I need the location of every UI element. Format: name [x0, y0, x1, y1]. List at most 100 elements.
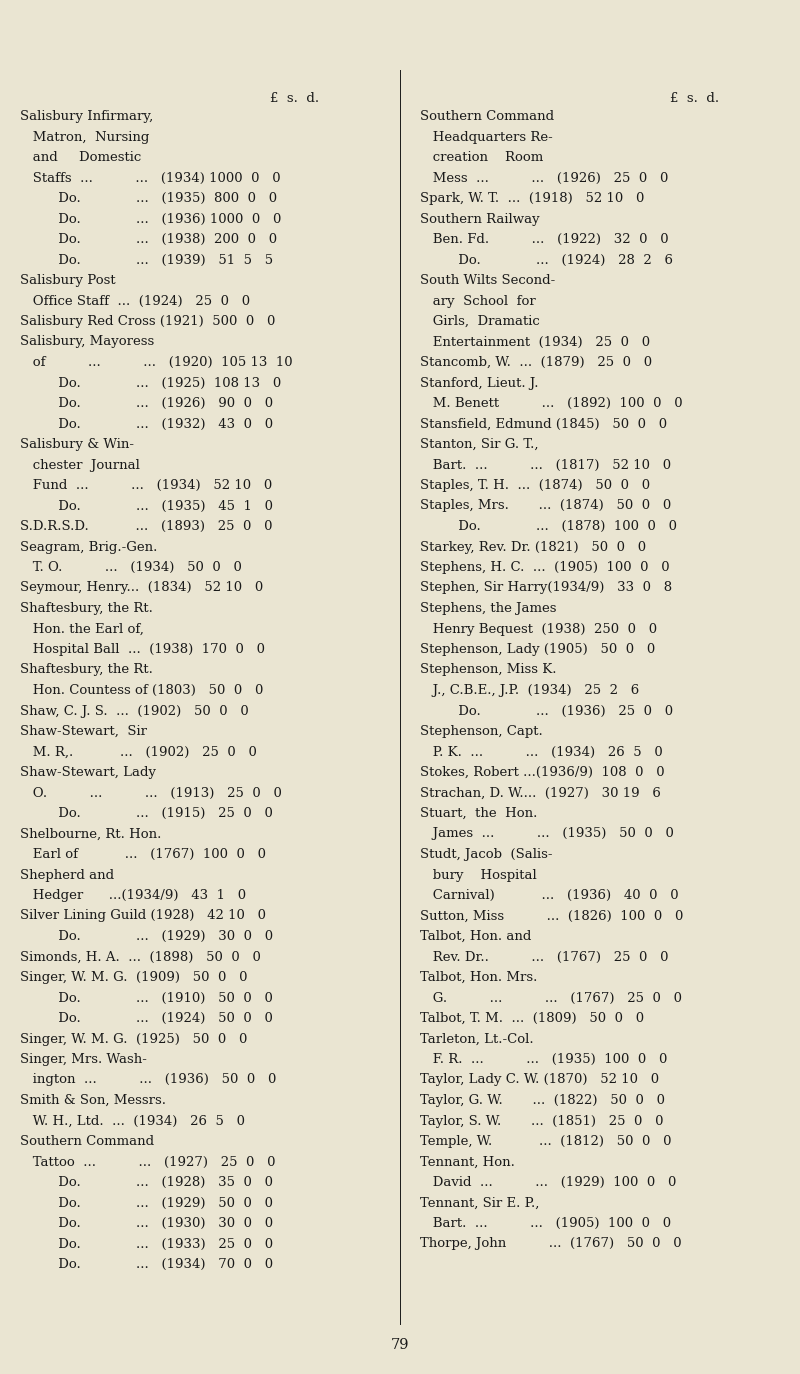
- Text: Shaw, C. J. S.  ...  (1902)   50  0   0: Shaw, C. J. S. ... (1902) 50 0 0: [20, 705, 249, 717]
- Text: T. O.          ...   (1934)   50  0   0: T. O. ... (1934) 50 0 0: [20, 561, 242, 574]
- Text: Talbot, T. M.  ...  (1809)   50  0   0: Talbot, T. M. ... (1809) 50 0 0: [420, 1013, 644, 1025]
- Text: Do.             ...   (1926)   90  0   0: Do. ... (1926) 90 0 0: [20, 397, 273, 409]
- Text: Temple, W.           ...  (1812)   50  0   0: Temple, W. ... (1812) 50 0 0: [420, 1135, 671, 1149]
- Text: Salisbury Post: Salisbury Post: [20, 273, 116, 287]
- Text: Seagram, Brig.-Gen.: Seagram, Brig.-Gen.: [20, 540, 158, 554]
- Text: Do.             ...   (1936)   25  0   0: Do. ... (1936) 25 0 0: [420, 705, 673, 717]
- Text: Fund  ...          ...   (1934)   52 10   0: Fund ... ... (1934) 52 10 0: [20, 480, 272, 492]
- Text: Stokes, Robert ...(1936/9)  108  0   0: Stokes, Robert ...(1936/9) 108 0 0: [420, 765, 665, 779]
- Text: Do.             ...   (1932)   43  0   0: Do. ... (1932) 43 0 0: [20, 418, 273, 430]
- Text: Southern Railway: Southern Railway: [420, 213, 540, 225]
- Text: Office Staff  ...  (1924)   25  0   0: Office Staff ... (1924) 25 0 0: [20, 294, 250, 308]
- Text: Hospital Ball  ...  (1938)  170  0   0: Hospital Ball ... (1938) 170 0 0: [20, 643, 265, 655]
- Text: Entertainment  (1934)   25  0   0: Entertainment (1934) 25 0 0: [420, 335, 650, 349]
- Text: Do.             ...   (1925)  108 13   0: Do. ... (1925) 108 13 0: [20, 376, 282, 389]
- Text: Matron,  Nursing: Matron, Nursing: [20, 131, 150, 143]
- Text: Staples, Mrs.       ...  (1874)   50  0   0: Staples, Mrs. ... (1874) 50 0 0: [420, 500, 671, 513]
- Text: Shepherd and: Shepherd and: [20, 868, 114, 882]
- Text: ington  ...          ...   (1936)   50  0   0: ington ... ... (1936) 50 0 0: [20, 1073, 276, 1087]
- Text: chester  Journal: chester Journal: [20, 459, 140, 471]
- Text: 79: 79: [390, 1338, 410, 1352]
- Text: Shaftesbury, the Rt.: Shaftesbury, the Rt.: [20, 664, 153, 676]
- Text: O.          ...          ...   (1913)   25  0   0: O. ... ... (1913) 25 0 0: [20, 786, 282, 800]
- Text: Talbot, Hon. and: Talbot, Hon. and: [420, 930, 531, 943]
- Text: W. H., Ltd.  ...  (1934)   26  5   0: W. H., Ltd. ... (1934) 26 5 0: [20, 1114, 245, 1128]
- Text: Do.             ...   (1933)   25  0   0: Do. ... (1933) 25 0 0: [20, 1238, 273, 1250]
- Text: creation    Room: creation Room: [420, 151, 543, 164]
- Text: Stancomb, W.  ...  (1879)   25  0   0: Stancomb, W. ... (1879) 25 0 0: [420, 356, 652, 370]
- Text: Bart.  ...          ...   (1817)   52 10   0: Bart. ... ... (1817) 52 10 0: [420, 459, 671, 471]
- Text: Spark, W. T.  ...  (1918)   52 10   0: Spark, W. T. ... (1918) 52 10 0: [420, 192, 644, 205]
- Text: Salisbury & Win-: Salisbury & Win-: [20, 438, 134, 451]
- Text: Singer, Mrs. Wash-: Singer, Mrs. Wash-: [20, 1052, 147, 1066]
- Text: Southern Command: Southern Command: [20, 1135, 154, 1149]
- Text: G.          ...          ...   (1767)   25  0   0: G. ... ... (1767) 25 0 0: [420, 992, 682, 1004]
- Text: Tennant, Hon.: Tennant, Hon.: [420, 1156, 515, 1168]
- Text: Taylor, S. W.       ...  (1851)   25  0   0: Taylor, S. W. ... (1851) 25 0 0: [420, 1114, 663, 1128]
- Text: Earl of           ...   (1767)  100  0   0: Earl of ... (1767) 100 0 0: [20, 848, 266, 861]
- Text: Taylor, Lady C. W. (1870)   52 10   0: Taylor, Lady C. W. (1870) 52 10 0: [420, 1073, 659, 1087]
- Text: Bart.  ...          ...   (1905)  100  0   0: Bart. ... ... (1905) 100 0 0: [420, 1217, 671, 1230]
- Text: Hon. Countess of (1803)   50  0   0: Hon. Countess of (1803) 50 0 0: [20, 684, 263, 697]
- Text: Shaw-Stewart,  Sir: Shaw-Stewart, Sir: [20, 725, 147, 738]
- Text: Smith & Son, Messrs.: Smith & Son, Messrs.: [20, 1094, 166, 1107]
- Text: Carnival)           ...   (1936)   40  0   0: Carnival) ... (1936) 40 0 0: [420, 889, 678, 901]
- Text: Ben. Fd.          ...   (1922)   32  0   0: Ben. Fd. ... (1922) 32 0 0: [420, 234, 669, 246]
- Text: Shaftesbury, the Rt.: Shaftesbury, the Rt.: [20, 602, 153, 616]
- Text: Stuart,  the  Hon.: Stuart, the Hon.: [420, 807, 538, 820]
- Text: Stansfield, Edmund (1845)   50  0   0: Stansfield, Edmund (1845) 50 0 0: [420, 418, 667, 430]
- Text: Tarleton, Lt.-Col.: Tarleton, Lt.-Col.: [420, 1032, 534, 1046]
- Text: Sutton, Miss          ...  (1826)  100  0   0: Sutton, Miss ... (1826) 100 0 0: [420, 910, 683, 922]
- Text: Do.             ...   (1878)  100  0   0: Do. ... (1878) 100 0 0: [420, 519, 677, 533]
- Text: Southern Command: Southern Command: [420, 110, 554, 124]
- Text: South Wilts Second-: South Wilts Second-: [420, 273, 555, 287]
- Text: Do.             ...   (1929)   50  0   0: Do. ... (1929) 50 0 0: [20, 1197, 273, 1209]
- Text: Do.             ...   (1938)  200  0   0: Do. ... (1938) 200 0 0: [20, 234, 277, 246]
- Text: Do.             ...   (1934)   70  0   0: Do. ... (1934) 70 0 0: [20, 1259, 273, 1271]
- Text: Salisbury, Mayoress: Salisbury, Mayoress: [20, 335, 154, 349]
- Text: Rev. Dr..          ...   (1767)   25  0   0: Rev. Dr.. ... (1767) 25 0 0: [420, 951, 669, 963]
- Text: Do.             ...   (1929)   30  0   0: Do. ... (1929) 30 0 0: [20, 930, 273, 943]
- Text: Starkey, Rev. Dr. (1821)   50  0   0: Starkey, Rev. Dr. (1821) 50 0 0: [420, 540, 646, 554]
- Text: Salisbury Infirmary,: Salisbury Infirmary,: [20, 110, 154, 124]
- Text: Simonds, H. A.  ...  (1898)   50  0   0: Simonds, H. A. ... (1898) 50 0 0: [20, 951, 261, 963]
- Text: F. R.  ...          ...   (1935)  100  0   0: F. R. ... ... (1935) 100 0 0: [420, 1052, 667, 1066]
- Text: Seymour, Henry...  (1834)   52 10   0: Seymour, Henry... (1834) 52 10 0: [20, 581, 263, 595]
- Text: Do.             ...   (1936) 1000  0   0: Do. ... (1936) 1000 0 0: [20, 213, 282, 225]
- Text: ary  School  for: ary School for: [420, 294, 536, 308]
- Text: £  s.  d.: £ s. d.: [670, 92, 719, 104]
- Text: Studt, Jacob  (Salis-: Studt, Jacob (Salis-: [420, 848, 553, 861]
- Text: Hon. the Earl of,: Hon. the Earl of,: [20, 622, 144, 636]
- Text: Stephens, the James: Stephens, the James: [420, 602, 557, 616]
- Text: Stephenson, Miss K.: Stephenson, Miss K.: [420, 664, 557, 676]
- Text: Stanford, Lieut. J.: Stanford, Lieut. J.: [420, 376, 538, 389]
- Text: Do.             ...   (1910)   50  0   0: Do. ... (1910) 50 0 0: [20, 992, 273, 1004]
- Text: Do.             ...   (1915)   25  0   0: Do. ... (1915) 25 0 0: [20, 807, 273, 820]
- Text: Talbot, Hon. Mrs.: Talbot, Hon. Mrs.: [420, 971, 538, 984]
- Text: Taylor, G. W.       ...  (1822)   50  0   0: Taylor, G. W. ... (1822) 50 0 0: [420, 1094, 665, 1107]
- Text: Staffs  ...          ...   (1934) 1000  0   0: Staffs ... ... (1934) 1000 0 0: [20, 172, 281, 184]
- Text: Headquarters Re-: Headquarters Re-: [420, 131, 553, 143]
- Text: Shaw-Stewart, Lady: Shaw-Stewart, Lady: [20, 765, 156, 779]
- Text: Do.             ...   (1930)   30  0   0: Do. ... (1930) 30 0 0: [20, 1217, 273, 1230]
- Text: P. K.  ...          ...   (1934)   26  5   0: P. K. ... ... (1934) 26 5 0: [420, 746, 662, 758]
- Text: Shelbourne, Rt. Hon.: Shelbourne, Rt. Hon.: [20, 827, 162, 841]
- Text: Mess  ...          ...   (1926)   25  0   0: Mess ... ... (1926) 25 0 0: [420, 172, 668, 184]
- Text: Strachan, D. W....  (1927)   30 19   6: Strachan, D. W.... (1927) 30 19 6: [420, 786, 661, 800]
- Text: Henry Bequest  (1938)  250  0   0: Henry Bequest (1938) 250 0 0: [420, 622, 657, 636]
- Text: Thorpe, John          ...  (1767)   50  0   0: Thorpe, John ... (1767) 50 0 0: [420, 1238, 682, 1250]
- Text: Tennant, Sir E. P.,: Tennant, Sir E. P.,: [420, 1197, 539, 1209]
- Text: bury    Hospital: bury Hospital: [420, 868, 537, 882]
- Text: Stephenson, Capt.: Stephenson, Capt.: [420, 725, 542, 738]
- Text: Do.             ...   (1924)   50  0   0: Do. ... (1924) 50 0 0: [20, 1013, 273, 1025]
- Text: M. R,.           ...   (1902)   25  0   0: M. R,. ... (1902) 25 0 0: [20, 746, 257, 758]
- Text: Stephens, H. C.  ...  (1905)  100  0   0: Stephens, H. C. ... (1905) 100 0 0: [420, 561, 670, 574]
- Text: Salisbury Red Cross (1921)  500  0   0: Salisbury Red Cross (1921) 500 0 0: [20, 315, 275, 328]
- Text: Stephenson, Lady (1905)   50  0   0: Stephenson, Lady (1905) 50 0 0: [420, 643, 655, 655]
- Text: Singer, W. M. G.  (1925)   50  0   0: Singer, W. M. G. (1925) 50 0 0: [20, 1032, 247, 1046]
- Text: S.D.R.S.D.           ...   (1893)   25  0   0: S.D.R.S.D. ... (1893) 25 0 0: [20, 519, 273, 533]
- Text: Do.             ...   (1935)  800  0   0: Do. ... (1935) 800 0 0: [20, 192, 277, 205]
- Text: and     Domestic: and Domestic: [20, 151, 142, 164]
- Text: of          ...          ...   (1920)  105 13  10: of ... ... (1920) 105 13 10: [20, 356, 293, 370]
- Text: M. Benett          ...   (1892)  100  0   0: M. Benett ... (1892) 100 0 0: [420, 397, 682, 409]
